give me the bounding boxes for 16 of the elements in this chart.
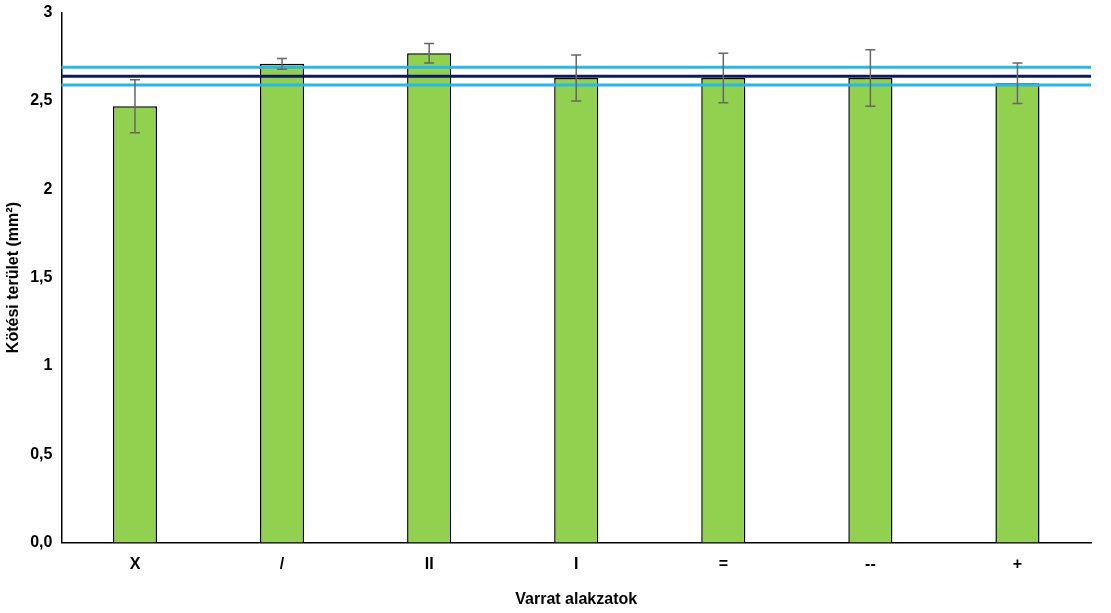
y-tick-label: 1,5: [30, 268, 53, 286]
x-tick-label: /: [279, 554, 285, 572]
y-tick-label: 2: [43, 179, 53, 197]
x-tick-label: --: [865, 554, 876, 572]
x-tick-label: X: [129, 554, 141, 572]
y-tick-label: 2,5: [30, 91, 53, 109]
y-tick-label: 0,5: [30, 444, 53, 462]
y-tick-label: 0,0: [30, 533, 53, 551]
y-tick-label: 3: [43, 3, 53, 21]
y-tick-label: 1: [43, 356, 53, 374]
x-tick-label: I: [573, 554, 579, 572]
y-axis-title: Kötési terület (mm²): [4, 202, 22, 354]
x-axis-title: Varrat alakzatok: [515, 589, 638, 607]
x-tick-label: II: [424, 554, 434, 572]
x-tick-label: +: [1012, 554, 1023, 572]
x-tick-label: =: [718, 554, 728, 572]
